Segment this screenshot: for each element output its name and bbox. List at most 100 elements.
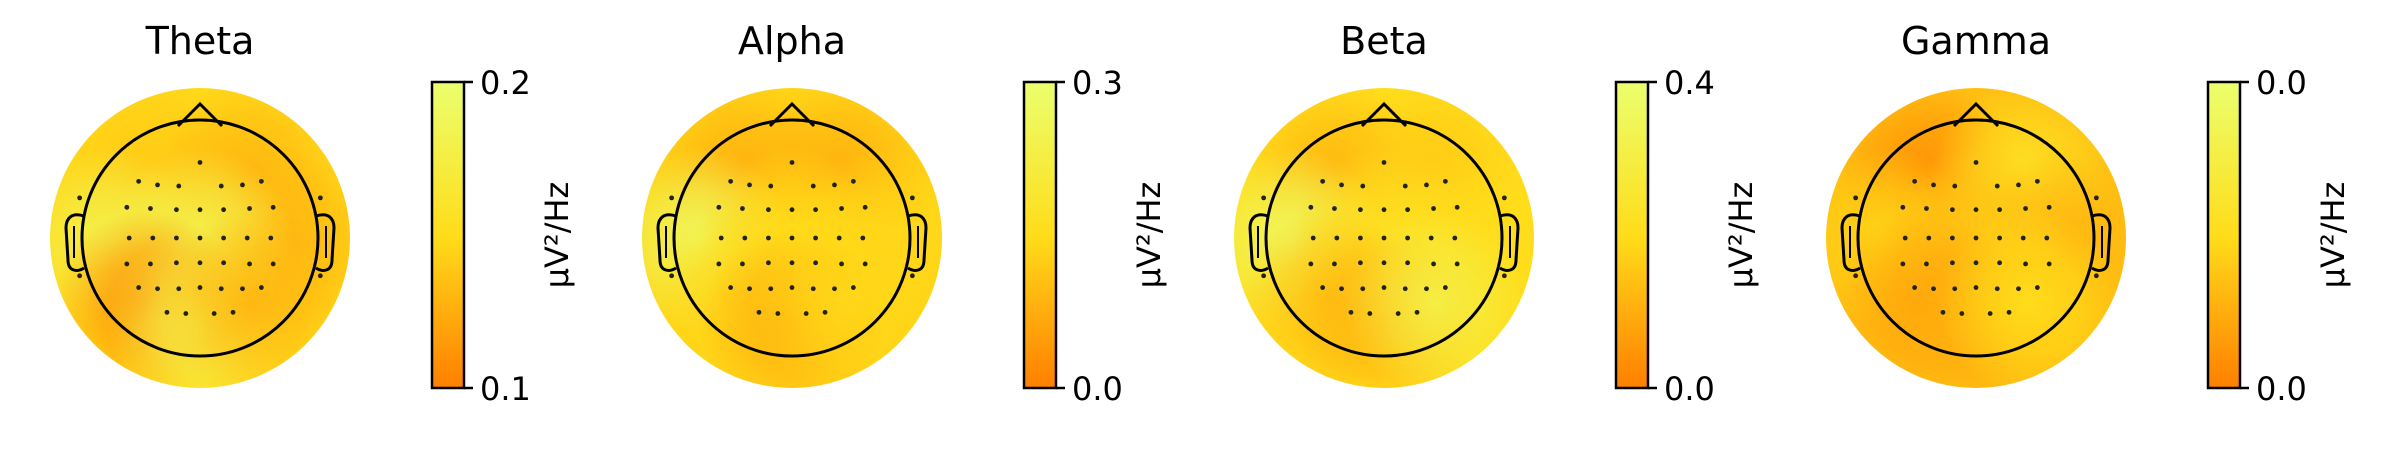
- ear-right-outline: [907, 213, 928, 272]
- electrode-marker: [221, 235, 227, 241]
- electrode-marker: [1332, 206, 1337, 211]
- electrode-marker: [258, 178, 264, 184]
- electrode-marker: [1452, 235, 1458, 241]
- panel-title: Beta: [1340, 19, 1428, 63]
- colorbar: [1022, 80, 1058, 390]
- electrode-marker: [77, 195, 83, 201]
- electrode-marker: [148, 206, 153, 211]
- head-outline: [80, 118, 320, 358]
- electrode-marker: [1973, 160, 1979, 165]
- colorbar-label: µV²/Hz: [1722, 182, 1760, 289]
- electrode-marker: [1334, 235, 1340, 241]
- electrode-marker: [1950, 235, 1955, 241]
- electrode-marker: [756, 309, 762, 315]
- electrode-marker: [268, 235, 274, 241]
- electrode-marker: [1381, 207, 1387, 213]
- electrode-marker: [766, 207, 771, 213]
- electrode-marker: [850, 285, 856, 290]
- electrode-marker: [813, 260, 818, 266]
- ear-right-outline: [315, 213, 336, 272]
- electrode-marker: [2046, 204, 2052, 210]
- electrode-marker: [839, 261, 844, 267]
- electrode-marker: [155, 286, 160, 292]
- head-outline: [1264, 118, 1504, 358]
- colorbar-tick-max: 0.2: [480, 64, 531, 102]
- electrode-marker: [1310, 235, 1316, 241]
- electrode-marker: [218, 183, 224, 189]
- colorbar-tick-min: 0.0: [1664, 370, 1715, 408]
- electrode-marker: [1931, 182, 1936, 188]
- nose-outline: [1952, 101, 2000, 128]
- electrode-marker: [197, 160, 203, 165]
- electrode-marker: [1405, 207, 1410, 213]
- electrode-marker: [2044, 235, 2050, 241]
- electrode-marker: [317, 273, 323, 279]
- electrode-marker: [1973, 260, 1979, 266]
- electrode-marker: [258, 285, 264, 290]
- heat-region-parietal-right: [160, 209, 347, 388]
- electrode-marker: [1339, 182, 1344, 188]
- electrode-marker: [183, 311, 189, 316]
- electrode-marker: [850, 178, 856, 184]
- colorbar-tick-max: 0.3: [1072, 64, 1123, 102]
- electrode-marker: [1900, 261, 1906, 267]
- electrode-marker: [832, 182, 837, 188]
- electrode-marker: [822, 309, 828, 315]
- electrode-marker: [174, 260, 179, 266]
- electrode-marker: [1405, 260, 1410, 266]
- electrode-marker: [1912, 178, 1918, 184]
- electrode-marker: [669, 195, 675, 201]
- electrode-marker: [1924, 206, 1929, 211]
- ear-right-outline: [1499, 213, 1520, 272]
- electrode-marker: [2046, 261, 2052, 267]
- electrode-marker: [155, 182, 160, 188]
- panel-title: Alpha: [738, 19, 846, 63]
- electrode-marker: [1959, 311, 1965, 316]
- electrode-marker: [832, 286, 837, 292]
- colorbar-tick-max: 0.0: [2256, 64, 2307, 102]
- electrode-marker: [2034, 178, 2040, 184]
- electrode-marker: [860, 235, 866, 241]
- electrode-marker: [1501, 273, 1507, 279]
- electrode-marker: [244, 235, 250, 241]
- electrode-marker: [1952, 183, 1958, 189]
- ear-left-outline: [1248, 213, 1269, 272]
- electrode-marker: [1454, 204, 1460, 210]
- colorbar-tick-min: 0.0: [1072, 370, 1123, 408]
- electrode-marker: [1973, 235, 1979, 241]
- electrode-marker: [174, 207, 179, 213]
- electrode-marker: [1395, 311, 1401, 316]
- electrode-marker: [136, 178, 142, 184]
- electrode-marker: [740, 206, 745, 211]
- electrode-marker: [810, 286, 816, 292]
- electrode-marker: [2093, 273, 2099, 279]
- electrode-marker: [240, 182, 245, 188]
- electrode-marker: [1924, 261, 1929, 267]
- electrode-marker: [813, 207, 818, 213]
- electrode-marker: [1442, 178, 1448, 184]
- electrode-marker: [1367, 311, 1373, 316]
- electrode-marker: [124, 204, 130, 210]
- electrode-marker: [789, 235, 795, 241]
- electrode-marker: [862, 261, 868, 267]
- electrode-marker: [810, 183, 816, 189]
- electrode-marker: [1973, 207, 1979, 213]
- electrode-marker: [1358, 235, 1363, 241]
- electrode-marker: [1360, 286, 1366, 292]
- electrode-marker: [1940, 309, 1946, 315]
- electrode-marker: [1339, 286, 1344, 292]
- electrode-marker: [1501, 195, 1507, 201]
- electrode-marker: [1902, 235, 1908, 241]
- electrode-marker: [221, 207, 227, 213]
- electrode-marker: [197, 285, 203, 290]
- electrode-marker: [176, 183, 182, 189]
- electrode-marker: [862, 204, 868, 210]
- electrode-marker: [1987, 311, 1993, 316]
- colorbar-tick-max: 0.4: [1664, 64, 1715, 102]
- panel-theta: Theta 0.1 0.2 µV²/Hz: [50, 19, 576, 408]
- electrode-marker: [1926, 235, 1932, 241]
- electrode-marker: [2016, 286, 2021, 292]
- head-outline: [1856, 118, 2096, 358]
- electrode-marker: [1402, 286, 1408, 292]
- electrode-marker: [1997, 260, 2002, 266]
